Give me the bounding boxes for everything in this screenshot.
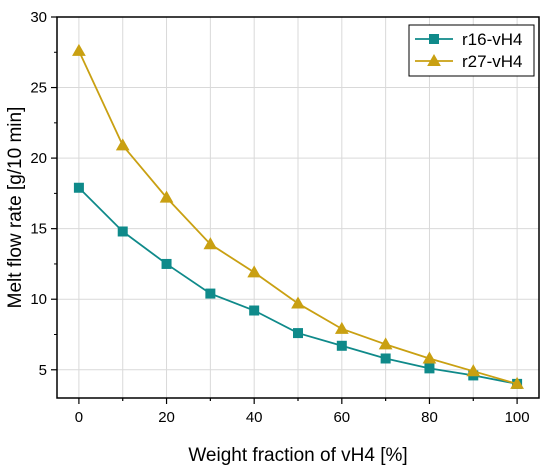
data-point-r27-vh4 (159, 190, 174, 203)
data-point-r16-vh4 (73, 182, 84, 193)
x-tick-label: 100 (505, 409, 530, 426)
data-point-r27-vh4 (203, 237, 218, 250)
data-point-r16-vh4 (424, 363, 435, 374)
x-axis-title: Weight fraction of vH4 [%] (188, 445, 407, 466)
axis-ticks: 0 20 40 60 80 100 5 10 15 20 25 30 (30, 9, 529, 426)
legend-marker-triangle (427, 53, 441, 66)
data-point-r16-vh4 (336, 340, 347, 351)
data-point-r27-vh4 (510, 376, 524, 389)
y-tick-label: 5 (39, 362, 47, 379)
data-point-r16-vh4 (161, 258, 172, 269)
legend-label-r27-vh4: r27-vH4 (462, 52, 522, 71)
data-point-r27-vh4 (334, 321, 349, 334)
data-point-r16-vh4 (249, 305, 260, 316)
legend-entry-r27-vh4: r27-vH4 (415, 52, 522, 71)
x-tick-label: 40 (246, 409, 263, 426)
data-point-r27-vh4 (291, 296, 305, 309)
data-point-r27-vh4 (247, 265, 262, 278)
x-tick-label: 60 (333, 409, 350, 426)
y-tick-label: 20 (30, 150, 47, 167)
data-point-r16-vh4 (293, 328, 303, 339)
y-tick-label: 10 (30, 291, 47, 308)
x-tick-label: 0 (75, 409, 83, 426)
y-tick-label: 30 (30, 9, 47, 26)
series-r27-vh4 (72, 43, 524, 389)
x-tick-label: 80 (421, 409, 438, 426)
data-point-r27-vh4 (466, 364, 481, 377)
x-tick-label: 20 (158, 409, 175, 426)
legend: r16-vH4 r27-vH4 (408, 24, 535, 77)
data-point-r27-vh4 (115, 138, 130, 151)
data-point-r16-vh4 (380, 353, 391, 364)
data-point-r16-vh4 (117, 226, 128, 237)
legend-marker-square (429, 34, 439, 44)
data-point-r27-vh4 (378, 337, 393, 350)
series-layer (72, 43, 524, 389)
legend-entry-r16-vh4: r16-vH4 (415, 30, 522, 49)
y-tick-label: 15 (30, 221, 47, 238)
legend-label-r16-vh4: r16-vH4 (462, 30, 522, 49)
data-point-r27-vh4 (72, 43, 86, 56)
data-point-r16-vh4 (205, 288, 216, 299)
legend-box (408, 24, 535, 77)
y-axis-title: Melt flow rate [g/10 min] (5, 107, 26, 309)
y-tick-label: 25 (30, 80, 47, 97)
data-point-r27-vh4 (422, 351, 437, 364)
